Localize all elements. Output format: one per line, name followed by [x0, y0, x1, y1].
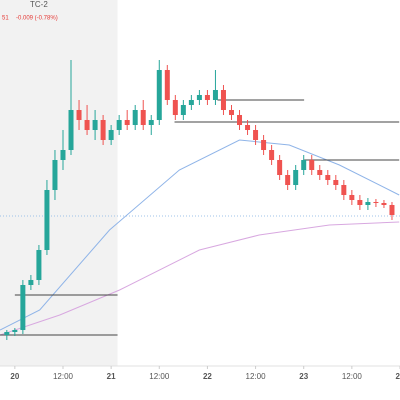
candle-body: [44, 190, 50, 250]
candle-body: [285, 175, 291, 185]
x-tick-label: 12:00: [342, 372, 363, 381]
candle-body: [148, 120, 154, 125]
price-change: -0.009 (-0.78%): [16, 16, 58, 22]
candle-body: [204, 95, 210, 100]
candle-body: [277, 160, 283, 175]
candle-body: [381, 203, 387, 205]
x-tick-label: 12:00: [149, 372, 170, 381]
symbol-label: TC-2: [30, 0, 48, 9]
candle-body: [132, 110, 138, 125]
candle-body: [293, 170, 299, 185]
candle-body: [220, 90, 226, 110]
last-price: 51: [2, 16, 9, 22]
candle-body: [52, 160, 58, 190]
candle-body: [108, 130, 114, 140]
candle-body: [341, 185, 347, 195]
candle-body: [301, 160, 307, 170]
x-tick-label: 23: [299, 372, 308, 381]
candle-body: [116, 120, 122, 130]
candle-body: [180, 105, 186, 115]
candle-body: [333, 180, 339, 185]
candle-body: [140, 110, 146, 125]
candle-body: [20, 285, 26, 330]
candle-body: [196, 95, 202, 100]
candle-body: [357, 200, 363, 205]
candle-body: [12, 330, 18, 332]
candle-body: [156, 70, 162, 120]
moving-average-line: [0, 221, 400, 336]
candle-body: [68, 110, 74, 150]
candle-body: [60, 150, 66, 160]
candle-body: [389, 205, 395, 215]
x-tick-label: 24: [396, 372, 400, 381]
session-shade: [0, 0, 118, 366]
x-tick-label: 12:00: [246, 372, 267, 381]
candle-body: [172, 100, 178, 115]
candle-body: [100, 120, 106, 140]
candle-body: [325, 175, 331, 180]
candle-body: [36, 250, 42, 280]
moving-average-line: [0, 139, 400, 331]
candle-body: [237, 115, 243, 125]
candle-body: [349, 195, 355, 200]
candle-body: [124, 120, 130, 125]
candle-body: [309, 160, 315, 170]
candle-body: [76, 110, 82, 120]
candle-body: [164, 70, 170, 100]
candle-body: [228, 110, 234, 115]
candle-body: [28, 280, 34, 285]
candle-body: [4, 332, 10, 335]
candle-body: [373, 202, 379, 203]
x-tick-label: 22: [203, 372, 212, 381]
candle-body: [317, 170, 323, 175]
candle-body: [92, 120, 98, 130]
candle-body: [261, 140, 267, 150]
candle-body: [365, 202, 371, 205]
candle-body: [188, 100, 194, 105]
candle-body: [269, 150, 275, 160]
x-tick-label: 12:00: [53, 372, 74, 381]
x-tick-label: 21: [107, 372, 116, 381]
candle-body: [212, 90, 218, 100]
candle-body: [245, 125, 251, 130]
x-tick-label: 20: [10, 372, 19, 381]
candle-body: [84, 120, 90, 130]
candle-body: [253, 130, 259, 140]
